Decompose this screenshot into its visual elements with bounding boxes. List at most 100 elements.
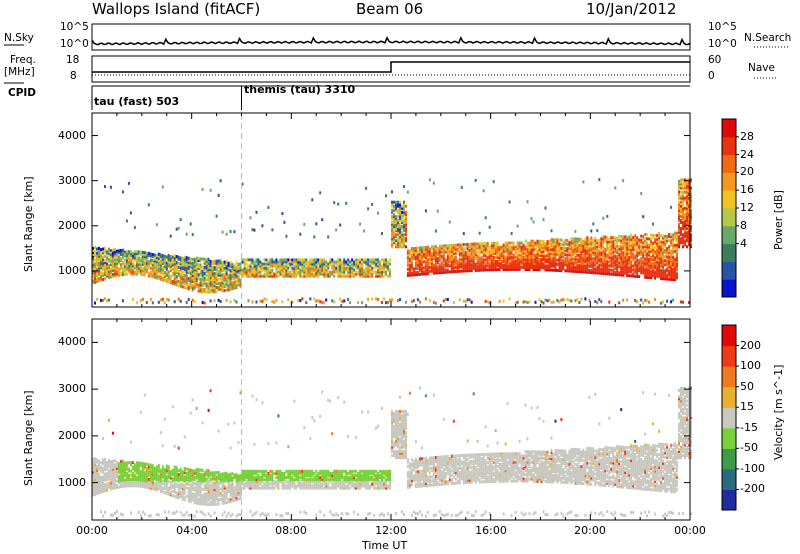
- power-cell: [640, 265, 643, 269]
- power-cell: [207, 278, 210, 282]
- velocity-cell: [113, 478, 116, 481]
- power-cell: [317, 270, 320, 274]
- power-cell: [319, 268, 322, 272]
- power-cell: [654, 242, 657, 245]
- velocity-cell: [157, 478, 160, 482]
- power-cell: [648, 261, 651, 265]
- power-cell: [668, 259, 671, 263]
- power-cell: [536, 262, 539, 266]
- velocity-cell: [205, 492, 208, 496]
- power-cell: [574, 249, 577, 253]
- power-cell: [676, 268, 678, 272]
- power-cell: [612, 244, 615, 248]
- power-cell: [576, 297, 579, 301]
- power-cell: [602, 241, 605, 245]
- velocity-cell: [211, 484, 214, 487]
- power-cell: [562, 267, 565, 271]
- power-cell: [588, 260, 591, 264]
- velocity-cell: [94, 473, 96, 477]
- velocity-cell: [137, 484, 140, 488]
- velocity-cell: [185, 478, 188, 481]
- power-cell: [299, 262, 302, 266]
- velocity-cell: [117, 464, 120, 468]
- power-cell: [566, 298, 569, 301]
- power-cell: [636, 246, 639, 250]
- velocity-cell: [151, 464, 154, 468]
- power-cell: [610, 240, 613, 244]
- power-cell: [642, 269, 645, 273]
- power-cell: [688, 206, 690, 210]
- power-cell: [359, 262, 362, 266]
- power-cell: [688, 212, 690, 216]
- power-cell: [518, 261, 521, 265]
- power-cell: [239, 280, 242, 284]
- power-cell: [576, 253, 579, 257]
- power-cell: [96, 251, 98, 255]
- power-cell: [674, 233, 677, 237]
- power-cell: [351, 264, 354, 268]
- power-cell: [149, 262, 152, 266]
- power-cell: [159, 271, 162, 275]
- power-cell: [580, 252, 583, 255]
- power-cell: [109, 271, 112, 275]
- velocity-cell: [113, 463, 116, 467]
- power-cell: [149, 258, 152, 262]
- power-cell: [303, 266, 306, 270]
- velocity-cell: [211, 494, 214, 498]
- velocity-cell: [104, 459, 106, 463]
- power-cell: [303, 274, 306, 278]
- power-cell: [255, 300, 258, 304]
- power-cell: [652, 270, 655, 274]
- power-cell: [662, 234, 665, 238]
- power-cell: [257, 264, 260, 268]
- power-cell: [397, 200, 399, 204]
- velocity-cell: [169, 491, 172, 495]
- power-cell: [119, 271, 122, 275]
- power-cell: [227, 278, 230, 281]
- power-cell: [239, 272, 242, 276]
- power-cell: [183, 282, 186, 285]
- power-cell: [444, 244, 447, 248]
- velocity-cell: [94, 482, 96, 486]
- power-cell: [225, 264, 228, 268]
- velocity-cell: [149, 478, 152, 482]
- power-cell: [321, 268, 324, 272]
- velocity-cell: [203, 473, 206, 477]
- velocity-cell: [102, 479, 104, 483]
- power-cell: [456, 269, 459, 273]
- power-cell: [115, 274, 118, 278]
- power-cell: [484, 244, 487, 248]
- power-cell: [470, 242, 473, 246]
- power-cell: [674, 231, 677, 235]
- power-cell: [241, 258, 244, 262]
- velocity-cell: [191, 473, 194, 477]
- velocity-cell: [107, 475, 110, 479]
- power-cell: [538, 247, 541, 251]
- velocity-cell: [195, 501, 198, 505]
- power-cell: [347, 260, 350, 264]
- power-cell: [285, 262, 288, 266]
- power-cell: [588, 242, 591, 246]
- power-cell: [139, 299, 142, 303]
- power-cell: [682, 190, 684, 194]
- power-cell: [92, 281, 94, 285]
- power-cell: [480, 262, 483, 266]
- power-cell: [536, 241, 539, 245]
- velocity-cell: [143, 462, 146, 466]
- velocity-cell: [173, 444, 176, 448]
- power-cell: [680, 180, 682, 184]
- power-cell: [440, 264, 443, 268]
- power-cell: [406, 271, 409, 275]
- velocity-cell: [219, 493, 222, 497]
- velocity-cell: [187, 474, 190, 478]
- power-cell: [450, 256, 453, 260]
- velocity-cell: [119, 485, 122, 489]
- velocity-cell: [98, 478, 100, 482]
- power-cell: [478, 268, 481, 272]
- velocity-cell: [219, 474, 222, 478]
- power-cell: [193, 274, 196, 278]
- velocity-cell: [161, 490, 164, 494]
- power-cell: [295, 272, 298, 276]
- power-cell: [636, 262, 639, 266]
- velocity-cell: [159, 487, 162, 491]
